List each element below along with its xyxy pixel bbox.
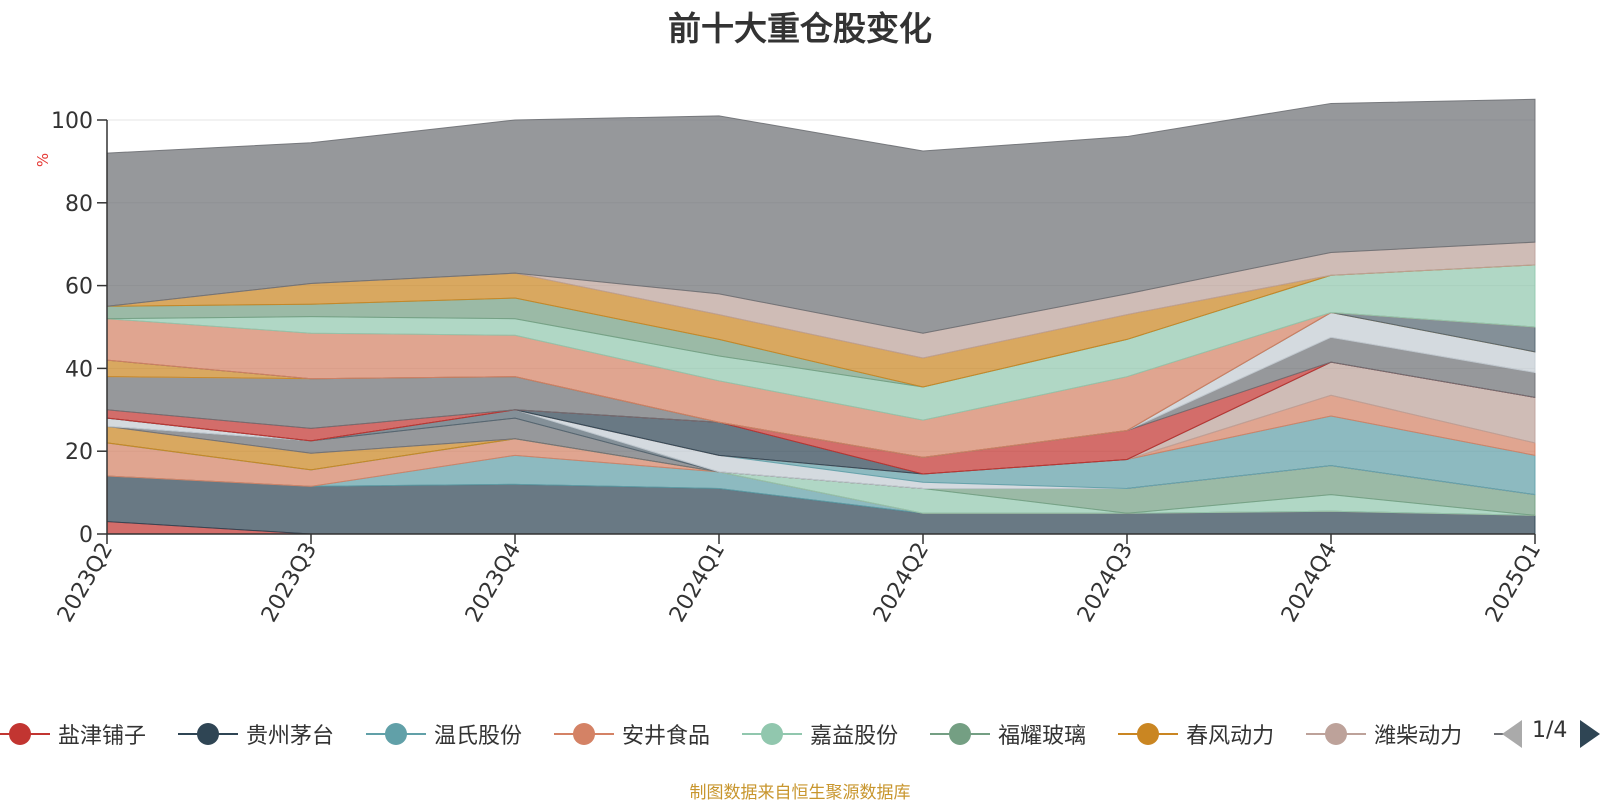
area-series-group: [106, 98, 1536, 535]
x-tick-label: 2024Q2: [869, 539, 934, 627]
legend-item[interactable]: 嘉益股份: [742, 710, 926, 758]
x-tick-label: 2023Q3: [257, 539, 322, 627]
y-tick-label: 100: [51, 109, 93, 134]
legend-marker-icon: [742, 723, 803, 745]
legend-marker-icon: [1118, 723, 1179, 745]
x-tick-label: 2025Q1: [1481, 539, 1546, 627]
legend-marker-icon: [178, 723, 239, 745]
y-tick-label: 20: [65, 440, 93, 465]
legend-item[interactable]: 潍柴动力: [1306, 710, 1490, 758]
legend-label: 盐津铺子: [58, 724, 147, 749]
legend-label: 潍柴动力: [1374, 724, 1463, 749]
legend-label: 嘉益股份: [810, 724, 899, 749]
legend-label: 春风动力: [1186, 724, 1275, 749]
legend-prev-page-button[interactable]: [1502, 720, 1522, 748]
y-tick-label: 80: [65, 192, 93, 217]
legend-marker-icon: [1306, 723, 1367, 745]
legend-label: 安井食品: [622, 724, 711, 749]
x-tick-label: 2023Q2: [53, 539, 118, 627]
y-axis-unit-label: %: [34, 153, 52, 167]
x-tick-label: 2024Q4: [1277, 539, 1342, 627]
legend-next-page-button[interactable]: [1580, 720, 1600, 748]
legend-label: 温氏股份: [434, 724, 523, 749]
legend-item[interactable]: 温氏股份: [366, 710, 550, 758]
legend-item[interactable]: 春风动力: [1118, 710, 1302, 758]
legend-label: 福耀玻璃: [998, 724, 1087, 749]
legend-item[interactable]: 盐津铺子: [0, 710, 174, 758]
legend-marker-icon: [0, 723, 50, 745]
area-series-25[interactable]: [106, 98, 1536, 334]
legend-page-indicator: 1/4: [1532, 718, 1568, 743]
source-note: 制图数据来自恒生聚源数据库: [689, 783, 911, 803]
y-tick-label: 0: [79, 523, 93, 548]
legend-marker-icon: [366, 723, 427, 745]
chart-title: 前十大重仓股变化: [668, 9, 932, 48]
legend-item[interactable]: 安井食品: [554, 710, 738, 758]
legend-label: 贵州茅台: [246, 724, 335, 749]
x-tick-label: 2023Q4: [461, 539, 526, 627]
y-tick-label: 40: [65, 357, 93, 382]
x-tick-label: 2024Q1: [665, 539, 730, 627]
x-tick-label: 2024Q3: [1073, 539, 1138, 627]
legend-item[interactable]: 福耀玻璃: [930, 710, 1114, 758]
y-tick-label: 60: [65, 275, 93, 300]
legend-pager: 1/4: [1500, 716, 1600, 752]
legend-item[interactable]: 贵州茅台: [178, 710, 362, 758]
legend: 盐津铺子 贵州茅台 温氏股份 安井食品 嘉益股份 福耀玻璃 春风动力 潍柴动力: [0, 710, 1510, 758]
legend-marker-icon: [554, 723, 615, 745]
legend-marker-icon: [930, 723, 991, 745]
